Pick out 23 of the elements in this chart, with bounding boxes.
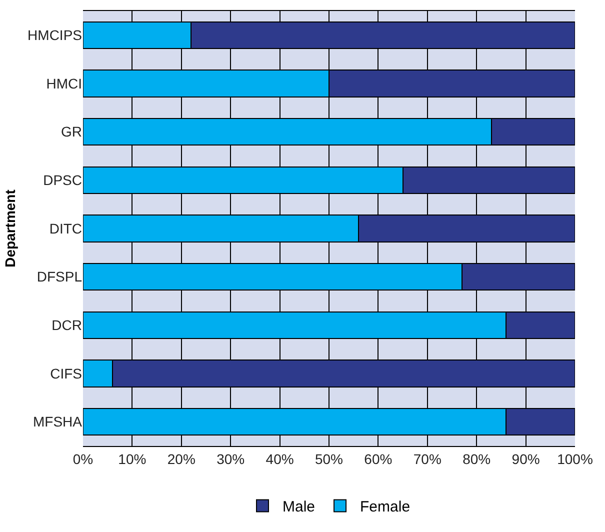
x-tick-label: 30% bbox=[216, 450, 245, 467]
y-tick-label: DCR bbox=[52, 317, 82, 334]
y-tick-label: DFSPL bbox=[36, 268, 82, 285]
y-axis-title: Department bbox=[2, 189, 18, 268]
x-tick-label: 70% bbox=[413, 450, 442, 467]
legend-label: Male bbox=[282, 498, 316, 516]
y-tick-label: CIFS bbox=[50, 365, 82, 382]
x-tick-label: 50% bbox=[314, 450, 344, 467]
x-tick-label: 10% bbox=[118, 450, 146, 467]
x-tick-label: 80% bbox=[462, 450, 491, 467]
x-tick-label: 0% bbox=[72, 450, 94, 467]
x-tick-label: 100% bbox=[557, 450, 593, 467]
y-tick-label: GR bbox=[61, 124, 82, 140]
y-tick-label: HMCI bbox=[46, 75, 82, 92]
y-tick-label: HMCIPS bbox=[28, 27, 82, 44]
legend-label: Female bbox=[360, 498, 410, 516]
y-tick-label: DITC bbox=[49, 220, 82, 236]
y-tick-label: MFSHA bbox=[33, 414, 83, 430]
x-tick-label: 60% bbox=[364, 450, 392, 467]
y-tick-label: DPSC bbox=[43, 172, 82, 188]
x-tick-label: 20% bbox=[167, 450, 196, 467]
x-tick-label: 90% bbox=[512, 450, 540, 467]
x-tick-label: 40% bbox=[266, 450, 294, 467]
